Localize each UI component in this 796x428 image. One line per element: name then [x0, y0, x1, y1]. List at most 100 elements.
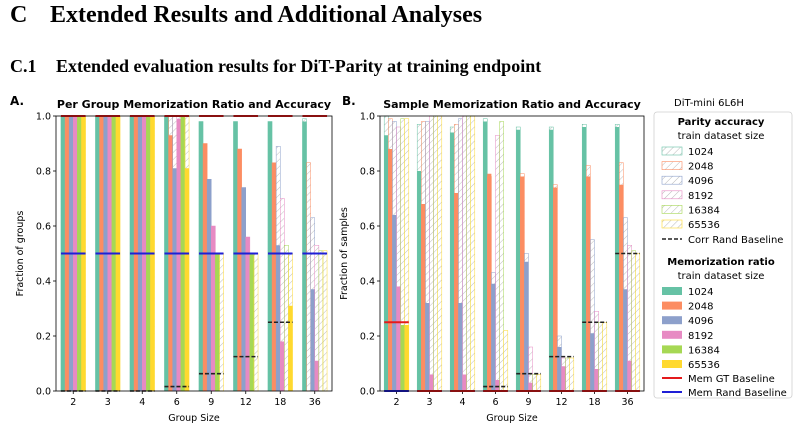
y-tick-label: 0.8 — [360, 167, 375, 178]
plot-frame — [55, 115, 333, 392]
chart-sample: Sample Memorization Ratio and Accuracy Gr… — [339, 98, 645, 424]
legend-mem-title: Memorization ratio — [667, 257, 775, 268]
memorization-bar — [404, 325, 409, 391]
memorization-bar — [586, 176, 591, 391]
memorization-bar — [561, 366, 566, 391]
memorization-bar — [582, 127, 587, 391]
memorization-bar — [458, 303, 463, 391]
x-axis-label: Group Size — [486, 413, 538, 424]
subsection-title: Extended evaluation results for DiT-Pari… — [56, 56, 542, 76]
legend-rand-label: Mem Rand Baseline — [688, 388, 787, 399]
y-tick-label: 0.6 — [360, 222, 375, 233]
accuracy-bar — [495, 135, 500, 392]
legend-parity-label: 16384 — [688, 205, 720, 216]
y-tick-label: 0.2 — [36, 332, 51, 343]
memorization-bar — [619, 184, 624, 391]
x-tick-label: 12 — [555, 397, 567, 408]
memorization-bar — [384, 135, 389, 391]
accuracy-bar — [433, 115, 438, 392]
y-tick-label: 0.2 — [360, 332, 375, 343]
legend-mem-label: 65536 — [688, 360, 720, 371]
memorization-bar — [553, 187, 558, 391]
legend-mem-label: 8192 — [688, 331, 713, 342]
memorization-bar — [421, 204, 426, 391]
legend-parity-swatch — [661, 219, 683, 229]
memorization-bar — [524, 261, 529, 391]
memorization-bar — [172, 168, 177, 391]
x-tick-label: 12 — [240, 397, 252, 408]
memorization-bar — [211, 226, 216, 391]
x-tick-label: 18 — [274, 397, 286, 408]
legend-mem-label: 4096 — [688, 316, 713, 327]
memorization-bar — [237, 149, 242, 391]
memorization-bar — [207, 179, 212, 391]
accuracy-bar — [503, 330, 509, 392]
memorization-bar — [184, 168, 190, 391]
memorization-bar — [491, 283, 496, 391]
memorization-bar — [417, 171, 422, 391]
accuracy-bar — [306, 162, 311, 392]
legend-parity-swatch — [661, 146, 683, 156]
legend-parity-title: Parity accuracy — [678, 117, 765, 128]
y-tick-label: 0.4 — [360, 277, 375, 288]
memorization-bar — [203, 143, 208, 391]
memorization-bar — [280, 341, 285, 391]
y-tick-label: 0.6 — [36, 222, 51, 233]
memorization-bar — [288, 305, 293, 391]
legend-parity-label: 2048 — [688, 162, 713, 173]
accuracy-bar — [429, 115, 434, 392]
memorization-bar — [549, 129, 554, 391]
accuracy-bar — [318, 250, 324, 392]
legend: Parity accuracy train dataset size 1024 204… — [653, 111, 793, 399]
memorization-bar — [450, 132, 455, 391]
memorization-bar — [310, 289, 315, 391]
plot-frame — [379, 115, 645, 392]
legend-corr-label: Corr Rand Baseline — [688, 235, 783, 246]
legend-parity-label: 65536 — [688, 220, 720, 231]
legend-parity-swatch — [661, 175, 683, 185]
y-tick-label: 1.0 — [360, 112, 375, 123]
memorization-bar — [314, 360, 319, 391]
memorization-bar — [429, 374, 434, 391]
accuracy-bar — [635, 253, 641, 392]
memorization-bar — [276, 245, 281, 391]
x-tick-label: 18 — [588, 397, 600, 408]
x-axis-label: Group Size — [168, 413, 220, 424]
memorization-bar — [483, 121, 488, 391]
legend-mem-swatch — [662, 345, 682, 354]
x-tick-label: 6 — [492, 397, 498, 408]
x-tick-label: 2 — [70, 397, 76, 408]
memorization-bar — [400, 325, 405, 391]
memorization-bar — [233, 121, 238, 391]
accuracy-bar — [253, 253, 259, 392]
memorization-bar — [594, 369, 599, 391]
accuracy-bar — [631, 250, 636, 392]
memorization-bar — [388, 149, 393, 391]
legend-mem-swatch — [662, 287, 682, 295]
x-tick-label: 2 — [393, 397, 399, 408]
accuracy-bar — [466, 115, 471, 392]
memorization-bar — [392, 215, 397, 391]
x-tick-label: 36 — [309, 397, 321, 408]
legend-gt-label: Mem GT Baseline — [688, 374, 775, 385]
memorization-bar — [241, 187, 246, 391]
section-title: Extended Results and Additional Analyses — [50, 2, 483, 28]
x-tick-label: 36 — [621, 397, 633, 408]
y-axis-label: Fraction of groups — [15, 211, 26, 297]
subsection-number: C.1 — [10, 56, 37, 76]
legend-parity-label: 8192 — [688, 191, 713, 202]
chart-title: Sample Memorization Ratio and Accuracy — [383, 98, 641, 111]
memorization-bar — [245, 237, 250, 391]
memorization-bar — [215, 253, 220, 391]
memorization-bar — [487, 173, 492, 391]
accuracy-bar — [565, 357, 570, 392]
legend-mem-subtitle: train dataset size — [678, 271, 765, 282]
memorization-bar — [627, 360, 632, 391]
legend-mem-swatch — [662, 330, 682, 339]
y-tick-label: 0.4 — [36, 277, 51, 288]
x-tick-label: 4 — [139, 397, 145, 408]
memorization-bar — [267, 121, 273, 391]
accuracy-bar — [322, 250, 328, 392]
panel-b-letter: B. — [342, 94, 356, 108]
